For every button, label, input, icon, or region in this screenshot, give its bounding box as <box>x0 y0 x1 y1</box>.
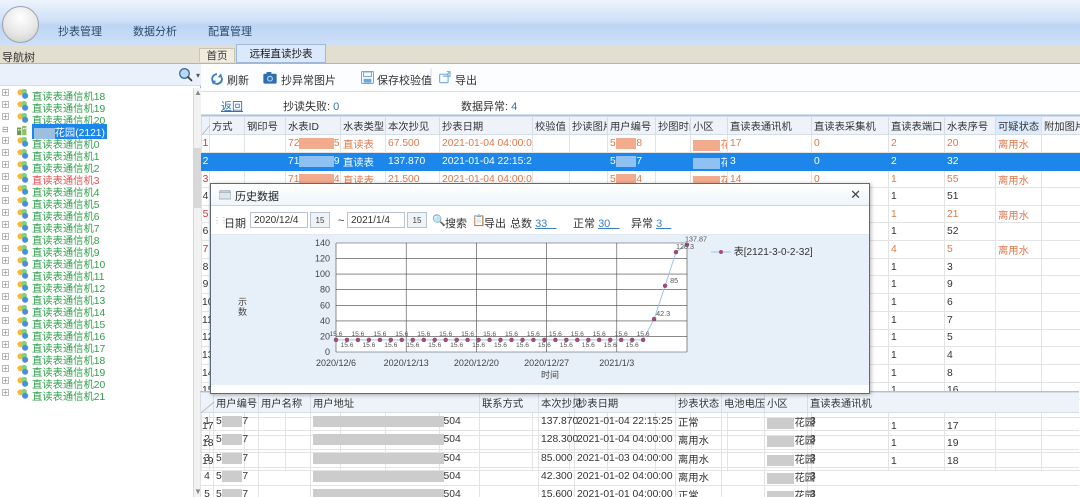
svg-text:15.6: 15.6 <box>450 342 463 349</box>
svg-text:2020/12/20: 2020/12/20 <box>454 358 499 368</box>
svg-text:15.6: 15.6 <box>516 342 529 349</box>
svg-text:15.6: 15.6 <box>604 342 617 349</box>
svg-text:42.3: 42.3 <box>656 309 670 318</box>
svg-text:15.6: 15.6 <box>417 331 430 338</box>
svg-text:15.6: 15.6 <box>351 331 364 338</box>
svg-text:15.6: 15.6 <box>384 342 397 349</box>
svg-text:15.6: 15.6 <box>582 342 595 349</box>
svg-text:2020/12/13: 2020/12/13 <box>384 358 429 368</box>
svg-text:0: 0 <box>325 347 330 357</box>
svg-text:2020/12/27: 2020/12/27 <box>524 358 569 368</box>
svg-text:15.6: 15.6 <box>329 331 342 338</box>
svg-text:15.6: 15.6 <box>395 331 408 338</box>
svg-text:60: 60 <box>320 300 330 310</box>
svg-text:15.6: 15.6 <box>461 331 474 338</box>
svg-text:137.87: 137.87 <box>685 235 707 244</box>
svg-text:20: 20 <box>320 331 330 341</box>
svg-text:15.6: 15.6 <box>439 331 452 338</box>
svg-text:15.6: 15.6 <box>527 331 540 338</box>
svg-text:85: 85 <box>670 276 678 285</box>
svg-text:2021/1/3: 2021/1/3 <box>599 358 634 368</box>
svg-text:15.6: 15.6 <box>560 342 573 349</box>
svg-text:15.6: 15.6 <box>538 342 551 349</box>
svg-text:140: 140 <box>315 238 330 248</box>
svg-text:15.6: 15.6 <box>406 342 419 349</box>
svg-text:15.6: 15.6 <box>494 342 507 349</box>
svg-text:15.6: 15.6 <box>373 331 386 338</box>
svg-text:15.6: 15.6 <box>593 331 606 338</box>
svg-text:15.6: 15.6 <box>340 342 353 349</box>
svg-text:15.6: 15.6 <box>472 342 485 349</box>
svg-text:15.6: 15.6 <box>571 331 584 338</box>
svg-text:15.6: 15.6 <box>626 342 639 349</box>
svg-text:40: 40 <box>320 316 330 326</box>
svg-text:15.6: 15.6 <box>615 331 628 338</box>
svg-text:15.6: 15.6 <box>428 342 441 349</box>
svg-text:80: 80 <box>320 285 330 295</box>
svg-text:15.6: 15.6 <box>362 342 375 349</box>
svg-text:100: 100 <box>315 269 330 279</box>
svg-text:15.6: 15.6 <box>549 331 562 338</box>
svg-text:120: 120 <box>315 254 330 264</box>
svg-text:2020/12/6: 2020/12/6 <box>316 358 356 368</box>
svg-text:15.6: 15.6 <box>637 331 650 338</box>
svg-text:15.6: 15.6 <box>505 331 518 338</box>
svg-text:15.6: 15.6 <box>483 331 496 338</box>
